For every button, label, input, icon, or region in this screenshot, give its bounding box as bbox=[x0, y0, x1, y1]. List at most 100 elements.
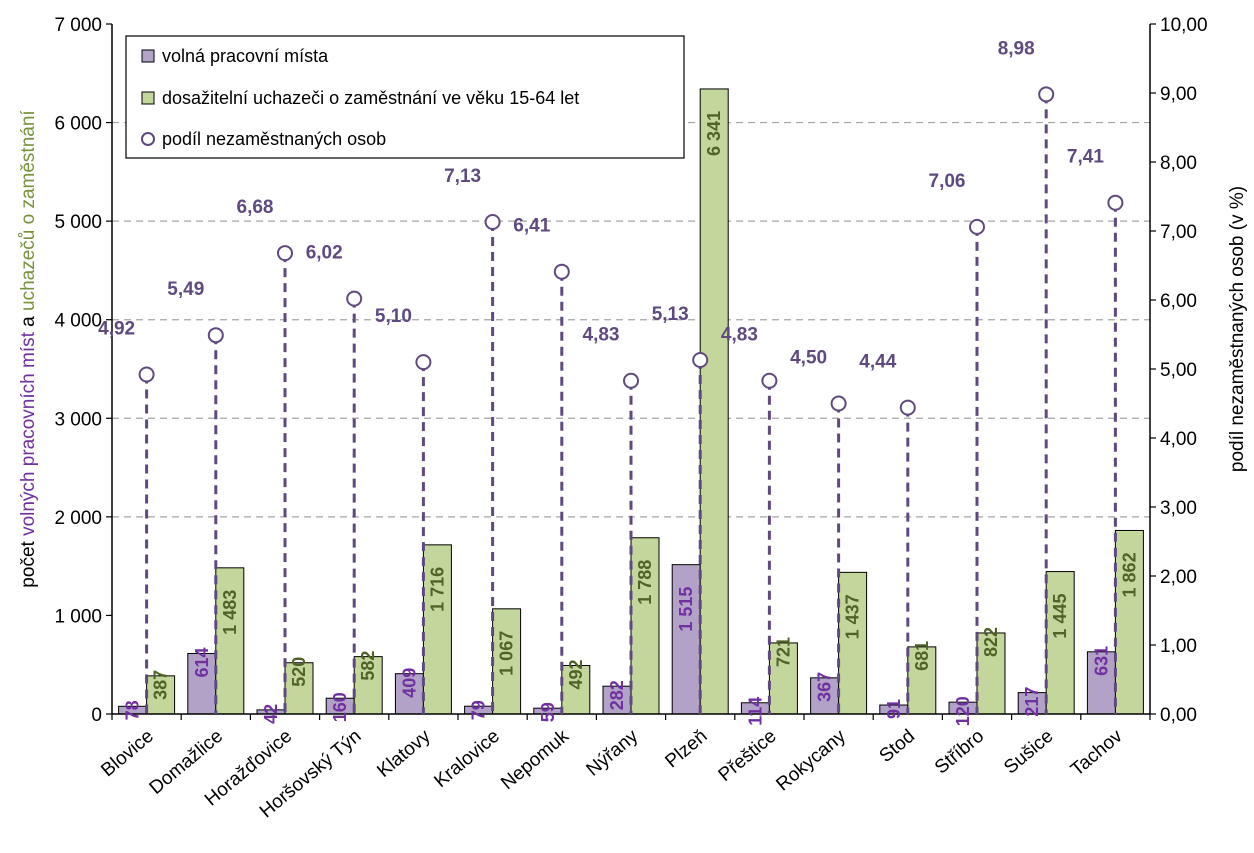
rate-marker bbox=[346, 290, 363, 307]
rate-marker bbox=[484, 214, 501, 231]
y-left-axis-title-part: počet bbox=[18, 536, 39, 588]
legend-box bbox=[125, 35, 685, 159]
category-label: Stod bbox=[876, 726, 919, 767]
bar-applicants bbox=[838, 571, 868, 715]
y-right-tick-label: 4,00 bbox=[1160, 429, 1197, 450]
bar-applicants bbox=[353, 656, 383, 715]
data-label-applicants: 1 445 bbox=[1050, 594, 1070, 639]
y-right-tick-label: 1,00 bbox=[1160, 636, 1197, 657]
data-label-vacancies: 79 bbox=[469, 700, 489, 720]
rate-marker bbox=[415, 354, 432, 371]
category-label: Kralovice bbox=[430, 726, 503, 792]
bar-applicants bbox=[492, 608, 522, 715]
y-right-tick-label: 3,00 bbox=[1160, 498, 1197, 519]
axis-titles: počet volných pracovních míst a uchazečů… bbox=[18, 110, 1248, 588]
legend-label-applicants: dosažitelní uchazeči o zaměstnání ve věk… bbox=[162, 88, 579, 108]
y-left-tick-label: 2 000 bbox=[54, 508, 102, 529]
data-label-applicants: 1 788 bbox=[635, 560, 655, 605]
rate-marker bbox=[207, 327, 224, 344]
data-label-applicants: 721 bbox=[773, 637, 793, 667]
y-right-tick-label: 8,00 bbox=[1160, 153, 1197, 174]
y-right-tick-label: 0,00 bbox=[1160, 705, 1197, 726]
data-label-rate: 4,92 bbox=[98, 319, 135, 340]
data-label-applicants: 387 bbox=[151, 670, 171, 700]
data-label-applicants: 1 437 bbox=[843, 594, 863, 639]
legend-swatch-vacancies bbox=[141, 49, 155, 63]
rate-marker bbox=[1107, 194, 1124, 211]
data-label-applicants: 1 067 bbox=[497, 631, 517, 676]
data-label-rate: 6,41 bbox=[513, 216, 550, 237]
rate-marker bbox=[623, 372, 639, 389]
bar-applicants bbox=[215, 567, 245, 715]
y-left-tick-label: 6 000 bbox=[54, 114, 102, 135]
data-label-applicants: 1 716 bbox=[427, 567, 447, 612]
y-left-tick-label: 3 000 bbox=[54, 409, 102, 430]
data-label-vacancies: 160 bbox=[330, 692, 350, 722]
data-label-rate: 4,83 bbox=[583, 325, 620, 346]
rate-marker bbox=[761, 372, 778, 389]
data-label-rate: 6,68 bbox=[237, 197, 274, 218]
legend-swatch-applicants bbox=[141, 91, 155, 105]
rate-marker bbox=[969, 218, 985, 235]
category-label: Blovice bbox=[97, 726, 157, 781]
category-label: Přeštice bbox=[715, 726, 781, 786]
data-label-applicants: 1 483 bbox=[220, 590, 240, 635]
y-left-tick-label: 5 000 bbox=[54, 212, 102, 233]
bar-vacancies bbox=[671, 564, 701, 715]
data-label-applicants: 582 bbox=[358, 651, 378, 681]
category-label: Stříbro bbox=[931, 726, 988, 779]
category-label: Plzeň bbox=[662, 726, 712, 773]
data-label-rate: 6,02 bbox=[306, 243, 343, 264]
data-label-vacancies: 367 bbox=[815, 672, 835, 702]
category-label: Nýřany bbox=[583, 725, 643, 780]
data-label-applicants: 492 bbox=[566, 660, 586, 690]
rate-marker bbox=[138, 366, 155, 383]
rate-markers bbox=[138, 86, 1124, 416]
rate-marker bbox=[1038, 86, 1055, 103]
bar-applicants bbox=[630, 537, 660, 715]
y-left-tick-label: 0 bbox=[91, 705, 102, 726]
tick-labels: 0 1 000 2 000 3 000 4 000 5 000 6 000 7 000 0,00… bbox=[54, 15, 1207, 726]
category-label: Tachov bbox=[1067, 725, 1127, 780]
data-label-vacancies: 217 bbox=[1022, 687, 1042, 717]
data-label-rate: 5,49 bbox=[167, 279, 204, 300]
y-right-axis-title: podíl nezaměstnaných osob (v %) bbox=[1227, 186, 1248, 472]
data-label-vacancies: 631 bbox=[1091, 646, 1111, 676]
y-right-tick-label: 10,00 bbox=[1160, 15, 1208, 36]
data-label-vacancies: 91 bbox=[884, 699, 904, 719]
data-label-rate: 8,98 bbox=[998, 38, 1035, 59]
data-label-applicants: 822 bbox=[981, 627, 1001, 657]
data-label-rate: 5,10 bbox=[375, 306, 412, 327]
rate-marker bbox=[899, 399, 916, 416]
y-right-tick-label: 7,00 bbox=[1160, 222, 1197, 243]
data-labels: 78 387 4,92 614 1 483 5,49 42 520 6,68 160 582 6,02… bbox=[98, 38, 1139, 726]
bar-vacancies bbox=[810, 677, 840, 715]
y-right-tick-label: 9,00 bbox=[1160, 84, 1197, 105]
data-label-rate: 7,06 bbox=[929, 171, 966, 192]
bar-applicants bbox=[976, 632, 1006, 715]
legend-label-rate: podíl nezaměstnaných osob bbox=[162, 129, 386, 149]
bar-applicants bbox=[699, 88, 729, 715]
bars bbox=[118, 88, 1144, 715]
category-label: Rokycany bbox=[772, 725, 850, 795]
data-label-vacancies: 614 bbox=[192, 647, 212, 677]
y-right-tick-label: 5,00 bbox=[1160, 360, 1197, 381]
bar-applicants bbox=[1114, 529, 1144, 715]
y-left-tick-label: 1 000 bbox=[54, 606, 102, 627]
bar-applicants bbox=[422, 544, 452, 715]
data-label-vacancies: 78 bbox=[123, 700, 143, 720]
bar-vacancies bbox=[187, 652, 217, 715]
y-left-axis-title: počet volných pracovních míst a uchazečů… bbox=[18, 110, 39, 588]
y-left-axis-title-part: uchazečů o zaměstnání bbox=[18, 110, 39, 311]
data-label-rate: 4,50 bbox=[790, 348, 827, 369]
rate-marker bbox=[692, 352, 709, 369]
data-label-vacancies: 120 bbox=[953, 696, 973, 726]
bar-applicants bbox=[907, 646, 937, 715]
rate-marker bbox=[277, 245, 293, 262]
data-label-vacancies: 114 bbox=[745, 697, 765, 726]
category-label: Sušice bbox=[1000, 726, 1057, 779]
data-label-applicants: 1 862 bbox=[1119, 552, 1139, 597]
drop-lines bbox=[145, 94, 1117, 714]
